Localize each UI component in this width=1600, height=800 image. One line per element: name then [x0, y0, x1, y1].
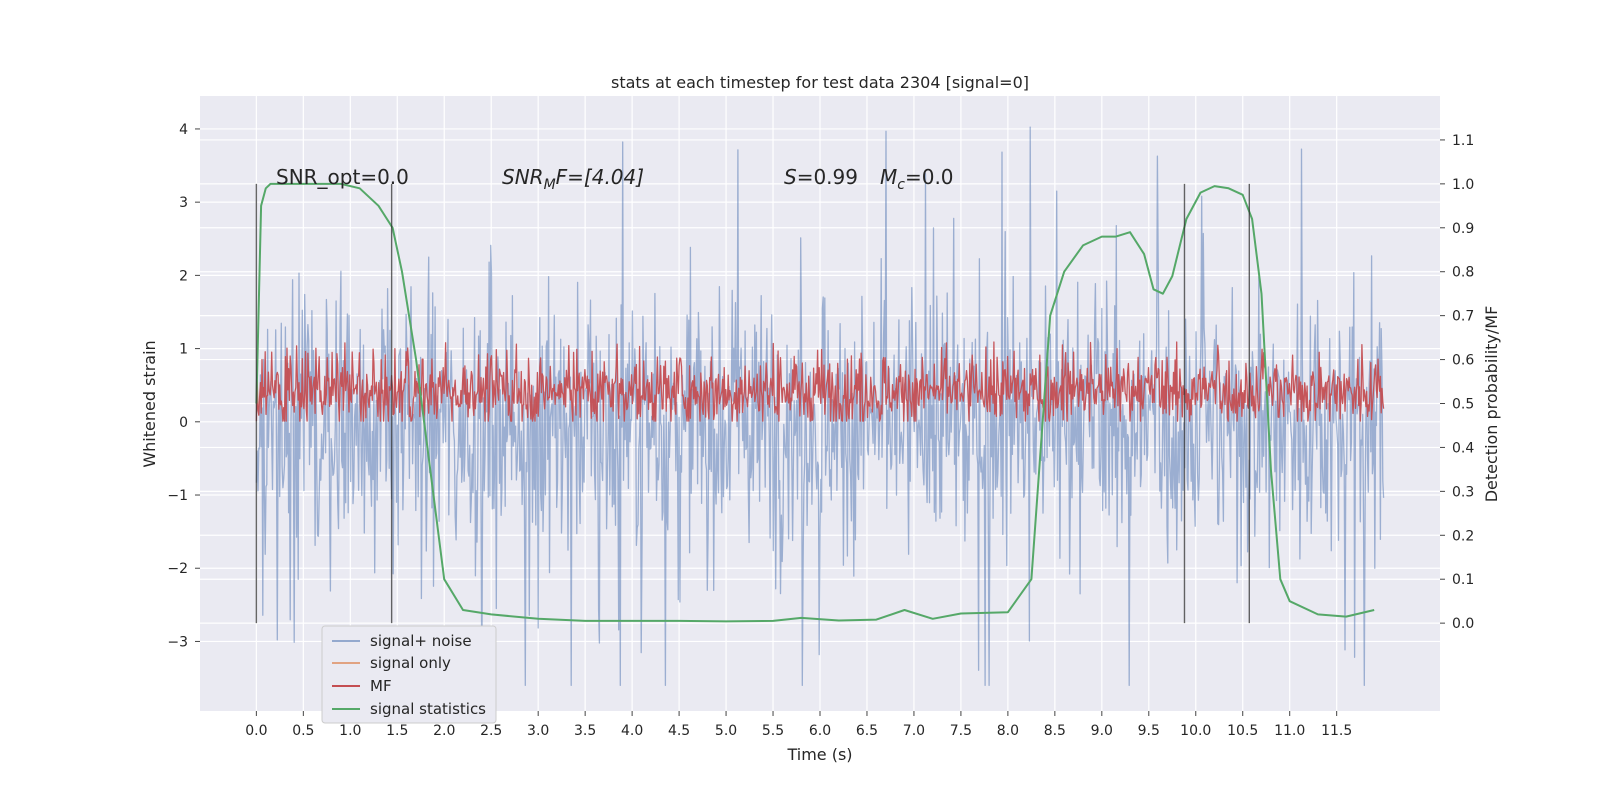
x-tick-label: 4.0 [621, 723, 643, 739]
x-tick-label: 5.0 [715, 723, 737, 739]
chart-title: stats at each timestep for test data 230… [611, 73, 1029, 92]
x-tick-label: 2.0 [433, 723, 455, 739]
y-tick-label-right: 0.5 [1452, 397, 1474, 413]
legend-label-signal-statistics: signal statistics [370, 700, 486, 718]
annotation-snr-mf: SNRMF=[4.04] [502, 165, 644, 193]
x-tick-label: 11.0 [1274, 723, 1305, 739]
y-tick-label: −3 [167, 634, 188, 650]
y-axis-label: Whitened strain [140, 340, 159, 467]
annotation-s-mc: S=0.99 Mc=0.0 [784, 165, 954, 193]
x-tick-label: 0.0 [245, 723, 267, 739]
y-tick-label: 4 [179, 122, 188, 138]
x-tick-label: 10.5 [1227, 723, 1258, 739]
y-axis-label-right: Detection probability/MF [1482, 306, 1501, 503]
y-tick-label-right: 0.7 [1452, 309, 1474, 325]
x-tick-label: 7.0 [903, 723, 925, 739]
axes: 0.0 0.5 1.0 1.5 2.0 2.5 3.0 3.5 4.0 4.5 5.0 5.5 6.0 6… [167, 122, 1474, 739]
data-layer [255, 126, 1385, 687]
y-tick-label: 3 [179, 195, 188, 211]
x-tick-label: 3.5 [574, 723, 596, 739]
legend: signal+ noise signal only MF signal stat… [321, 625, 497, 724]
y-tick-label: −1 [167, 488, 188, 504]
y-tick-label-right: 0.8 [1452, 265, 1474, 281]
legend-label-signal-noise: signal+ noise [370, 632, 472, 650]
annotation-snr-opt: SNR_opt=0.0 [276, 165, 409, 189]
y-tick-label-right: 0.6 [1452, 353, 1474, 369]
legend-label-mf: MF [370, 677, 392, 695]
series-mf-line [255, 341, 1385, 422]
x-tick-label: 4.5 [668, 723, 690, 739]
y-tick-label-right: 1.0 [1452, 177, 1474, 193]
y-tick-label-right: 1.1 [1452, 133, 1474, 149]
x-tick-label: 2.5 [480, 723, 502, 739]
legend-box [321, 625, 497, 724]
y-tick-label-right: 0.9 [1452, 221, 1474, 237]
x-tick-label: 0.5 [292, 723, 314, 739]
y-tick-label: −2 [167, 561, 188, 577]
x-tick-label: 9.5 [1138, 723, 1160, 739]
y-tick-label: 0 [179, 415, 188, 431]
y-tick-label: 2 [179, 268, 188, 284]
vertical-markers [255, 183, 1251, 624]
x-tick-label: 10.0 [1180, 723, 1211, 739]
x-tick-label: 5.5 [762, 723, 784, 739]
x-tick-label: 11.5 [1321, 723, 1352, 739]
x-tick-label: 6.5 [856, 723, 878, 739]
x-tick-label: 3.0 [527, 723, 549, 739]
y-tick-label-right: 0.0 [1452, 616, 1474, 632]
x-axis-label: Time (s) [786, 745, 852, 764]
y-tick-label-right: 0.1 [1452, 572, 1474, 588]
x-tick-label: 6.0 [809, 723, 831, 739]
x-tick-label: 7.5 [950, 723, 972, 739]
y-tick-label-right: 0.2 [1452, 528, 1474, 544]
x-tick-label: 8.0 [997, 723, 1019, 739]
y-tick-label-right: 0.4 [1452, 440, 1474, 456]
x-tick-label: 8.5 [1044, 723, 1066, 739]
legend-label-signal-only: signal only [370, 654, 451, 672]
series-signal-statistics-line [255, 182, 1375, 623]
x-tick-label: 1.5 [386, 723, 408, 739]
y-tick-label-right: 0.3 [1452, 484, 1474, 500]
y-tick-label: 1 [179, 342, 188, 358]
annotations: SNR_opt=0.0 SNRMF=[4.04] S=0.99 Mc=0.0 [276, 165, 954, 193]
x-tick-label: 1.0 [339, 723, 361, 739]
grid [200, 96, 1440, 711]
x-tick-label: 9.0 [1091, 723, 1113, 739]
